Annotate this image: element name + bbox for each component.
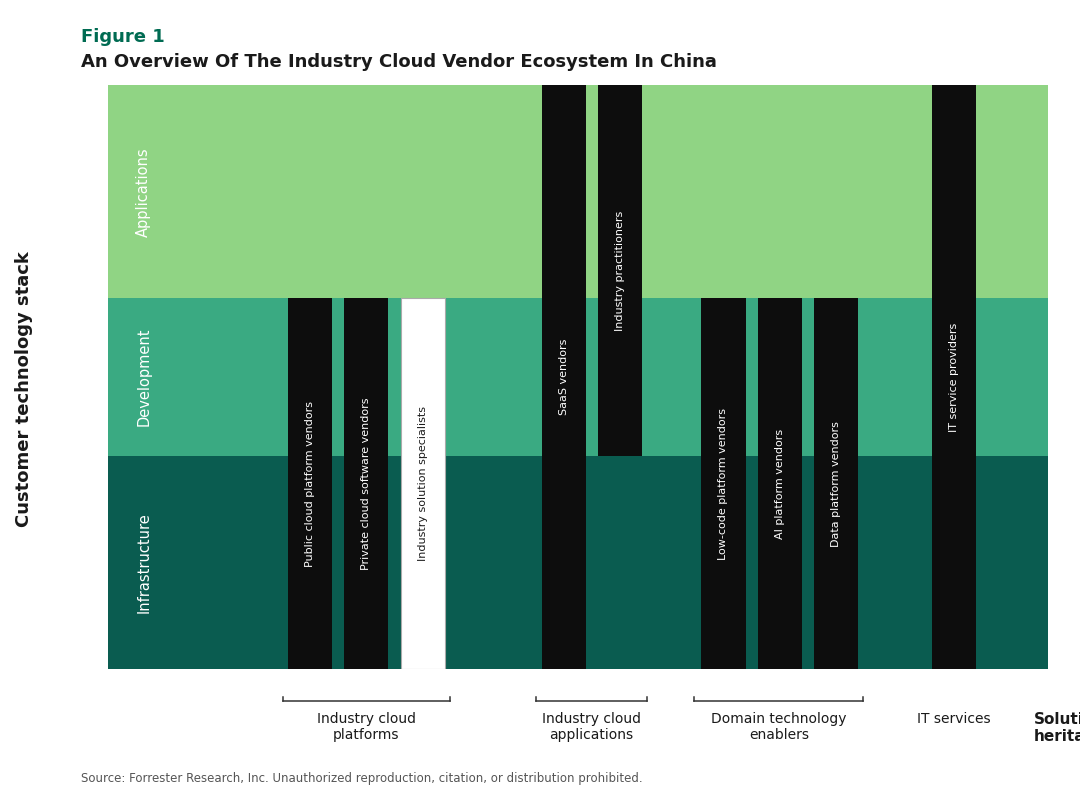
Text: IT services: IT services bbox=[917, 712, 990, 726]
Text: Source: Forrester Research, Inc. Unauthorized reproduction, citation, or distrib: Source: Forrester Research, Inc. Unautho… bbox=[81, 772, 643, 785]
Text: Figure 1: Figure 1 bbox=[81, 28, 165, 46]
Text: AI platform vendors: AI platform vendors bbox=[774, 429, 785, 539]
Bar bbox=[401, 298, 445, 669]
Bar bbox=[814, 298, 859, 669]
Text: Industry cloud
platforms: Industry cloud platforms bbox=[316, 712, 416, 742]
Text: Domain technology
enablers: Domain technology enablers bbox=[711, 712, 847, 742]
Bar bbox=[932, 85, 975, 669]
Text: SaaS vendors: SaaS vendors bbox=[558, 339, 569, 415]
Bar bbox=[542, 85, 585, 669]
Text: Development: Development bbox=[136, 328, 151, 427]
Text: Industry solution specialists: Industry solution specialists bbox=[418, 406, 428, 561]
Text: Applications: Applications bbox=[136, 147, 151, 237]
Bar bbox=[345, 298, 389, 669]
Bar bbox=[598, 85, 643, 456]
Text: Public cloud platform vendors: Public cloud platform vendors bbox=[305, 401, 315, 567]
Text: Private cloud software vendors: Private cloud software vendors bbox=[362, 397, 372, 570]
Text: Industry cloud
applications: Industry cloud applications bbox=[542, 712, 640, 742]
Text: Customer technology stack: Customer technology stack bbox=[15, 251, 32, 527]
Bar bbox=[758, 298, 801, 669]
Text: Infrastructure: Infrastructure bbox=[136, 512, 151, 613]
Text: An Overview Of The Industry Cloud Vendor Ecosystem In China: An Overview Of The Industry Cloud Vendor… bbox=[81, 53, 717, 71]
Bar bbox=[108, 85, 1048, 298]
Text: IT service providers: IT service providers bbox=[948, 323, 959, 431]
Text: Industry practitioners: Industry practitioners bbox=[616, 210, 625, 331]
Bar bbox=[108, 456, 1048, 669]
Bar bbox=[108, 298, 1048, 456]
Text: Solution
heritage: Solution heritage bbox=[1034, 712, 1080, 744]
Bar bbox=[701, 298, 745, 669]
Text: Low-code platform vendors: Low-code platform vendors bbox=[718, 408, 728, 560]
Text: Data platform vendors: Data platform vendors bbox=[832, 421, 841, 547]
Bar bbox=[288, 298, 332, 669]
